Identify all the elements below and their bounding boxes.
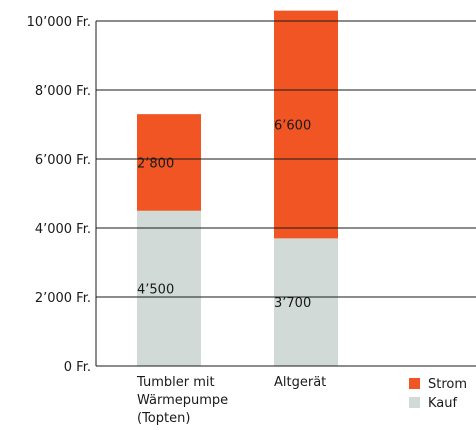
x-category-label-1-line-0: Altgerät bbox=[274, 375, 326, 390]
x-category-label-0-line-2: (Topten) bbox=[137, 411, 190, 426]
x-category-label-0-line-0: Tumbler mit bbox=[136, 375, 215, 390]
data-label-strom-1: 6’600 bbox=[274, 119, 311, 134]
y-tick-label-3: 6’000 Fr. bbox=[35, 153, 91, 168]
data-label-kauf-1: 3’700 bbox=[274, 296, 311, 311]
legend-swatch-strom bbox=[409, 378, 420, 389]
data-label-kauf-0: 4’500 bbox=[137, 282, 174, 297]
y-tick-label-5: 10’000 Fr. bbox=[27, 15, 91, 30]
y-tick-label-2: 4’000 Fr. bbox=[35, 222, 91, 237]
x-category-label-0-line-1: Wärmepumpe bbox=[137, 393, 228, 408]
y-tick-label-1: 2’000 Fr. bbox=[35, 291, 91, 306]
bar-kauf-1 bbox=[274, 238, 338, 366]
data-label-strom-0: 2’800 bbox=[137, 156, 174, 171]
bar-strom-1 bbox=[274, 10, 338, 239]
y-tick-label-4: 8’000 Fr. bbox=[35, 84, 91, 99]
legend-label-kauf: Kauf bbox=[428, 396, 458, 411]
bar-kauf-0 bbox=[137, 210, 201, 366]
legend-label-strom: Strom bbox=[428, 377, 467, 392]
y-tick-label-0: 0 Fr. bbox=[64, 360, 91, 375]
bar-strom-0 bbox=[137, 114, 201, 211]
legend-swatch-kauf bbox=[409, 397, 420, 408]
